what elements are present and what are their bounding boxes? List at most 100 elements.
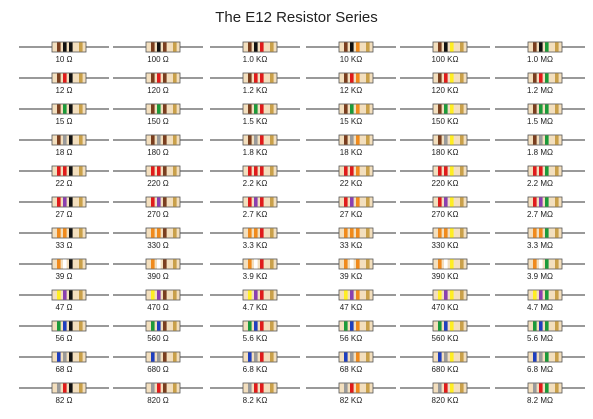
first-digit-band xyxy=(151,290,155,300)
tolerance-band xyxy=(555,228,559,238)
multiplier-band xyxy=(163,228,167,238)
second-digit-band xyxy=(63,383,67,393)
second-digit-band xyxy=(63,321,67,331)
multiplier-band xyxy=(260,42,264,52)
multiplier-band xyxy=(69,321,73,331)
tolerance-band xyxy=(270,259,274,269)
resistor-cell: 1.8 MΩ xyxy=(495,133,585,163)
resistor-symbol xyxy=(306,134,396,146)
resistor-symbol xyxy=(400,134,490,146)
multiplier-band xyxy=(260,197,264,207)
first-digit-band xyxy=(57,166,61,176)
first-digit-band xyxy=(57,73,61,83)
resistance-label: 1.8 MΩ xyxy=(527,148,553,157)
multiplier-band xyxy=(356,104,360,114)
resistor-symbol xyxy=(306,382,396,394)
resistor-symbol xyxy=(400,165,490,177)
first-digit-band xyxy=(248,290,252,300)
multiplier-band xyxy=(163,42,167,52)
tolerance-band xyxy=(555,259,559,269)
second-digit-band xyxy=(350,73,354,83)
first-digit-band xyxy=(438,290,442,300)
multiplier-band xyxy=(356,383,360,393)
resistor-cell: 1.0 KΩ xyxy=(210,40,300,70)
resistor-symbol xyxy=(210,196,300,208)
resistor-cell: 1.0 MΩ xyxy=(495,40,585,70)
tolerance-band xyxy=(173,104,177,114)
resistance-label: 2.2 MΩ xyxy=(527,179,553,188)
resistor-symbol xyxy=(19,134,109,146)
first-digit-band xyxy=(438,135,442,145)
first-digit-band xyxy=(438,228,442,238)
resistor-cell: 820 KΩ xyxy=(400,381,490,411)
multiplier-band xyxy=(545,228,549,238)
second-digit-band xyxy=(350,352,354,362)
tolerance-band xyxy=(270,42,274,52)
second-digit-band xyxy=(157,197,161,207)
resistor-cell: 22 KΩ xyxy=(306,164,396,194)
resistor-cell: 1.8 KΩ xyxy=(210,133,300,163)
resistance-label: 15 KΩ xyxy=(339,117,363,126)
tolerance-band xyxy=(460,290,464,300)
tolerance-band xyxy=(270,352,274,362)
second-digit-band xyxy=(157,166,161,176)
tolerance-band xyxy=(173,166,177,176)
resistor-symbol xyxy=(495,320,585,332)
resistance-label: 33 Ω xyxy=(55,241,73,250)
tolerance-band xyxy=(460,352,464,362)
multiplier-band xyxy=(545,290,549,300)
resistor-symbol xyxy=(400,351,490,363)
resistor-cell: 82 KΩ xyxy=(306,381,396,411)
second-digit-band xyxy=(444,73,448,83)
resistance-label: 100 Ω xyxy=(147,55,169,64)
resistance-label: 39 KΩ xyxy=(339,272,363,281)
resistor-cell: 2.2 KΩ xyxy=(210,164,300,194)
resistor-cell: 180 KΩ xyxy=(400,133,490,163)
tolerance-band xyxy=(79,42,83,52)
resistor-cell: 220 KΩ xyxy=(400,164,490,194)
resistor-symbol xyxy=(495,289,585,301)
second-digit-band xyxy=(157,352,161,362)
resistor-symbol xyxy=(495,41,585,53)
second-digit-band xyxy=(157,228,161,238)
resistor-cell: 120 Ω xyxy=(113,71,203,101)
resistor-cell: 2.7 KΩ xyxy=(210,195,300,225)
resistor-cell: 180 Ω xyxy=(113,133,203,163)
first-digit-band xyxy=(344,73,348,83)
resistor-cell: 560 Ω xyxy=(113,319,203,349)
resistance-label: 68 KΩ xyxy=(339,365,363,374)
second-digit-band xyxy=(157,42,161,52)
resistor-symbol xyxy=(495,103,585,115)
tolerance-band xyxy=(460,42,464,52)
resistance-label: 680 KΩ xyxy=(431,365,459,374)
resistance-label: 27 KΩ xyxy=(339,210,363,219)
multiplier-band xyxy=(163,166,167,176)
resistor-cell: 47 KΩ xyxy=(306,288,396,318)
resistor-cell: 27 Ω xyxy=(19,195,109,225)
resistance-label: 560 KΩ xyxy=(431,334,459,343)
tolerance-band xyxy=(460,228,464,238)
second-digit-band xyxy=(539,290,543,300)
first-digit-band xyxy=(438,197,442,207)
first-digit-band xyxy=(57,290,61,300)
resistor-symbol xyxy=(306,258,396,270)
multiplier-band xyxy=(545,73,549,83)
resistance-label: 120 KΩ xyxy=(431,86,459,95)
multiplier-band xyxy=(450,290,454,300)
tolerance-band xyxy=(79,383,83,393)
resistor-symbol xyxy=(210,72,300,84)
tolerance-band xyxy=(460,104,464,114)
resistance-label: 39 Ω xyxy=(55,272,73,281)
second-digit-band xyxy=(254,197,258,207)
multiplier-band xyxy=(69,228,73,238)
diagram-title: The E12 Resistor Series xyxy=(215,9,378,26)
resistance-label: 4.7 KΩ xyxy=(242,303,268,312)
resistor-cell: 150 KΩ xyxy=(400,102,490,132)
first-digit-band xyxy=(344,197,348,207)
second-digit-band xyxy=(350,166,354,176)
second-digit-band xyxy=(157,73,161,83)
tolerance-band xyxy=(173,321,177,331)
multiplier-band xyxy=(450,321,454,331)
resistance-label: 8.2 MΩ xyxy=(527,396,553,405)
first-digit-band xyxy=(344,228,348,238)
